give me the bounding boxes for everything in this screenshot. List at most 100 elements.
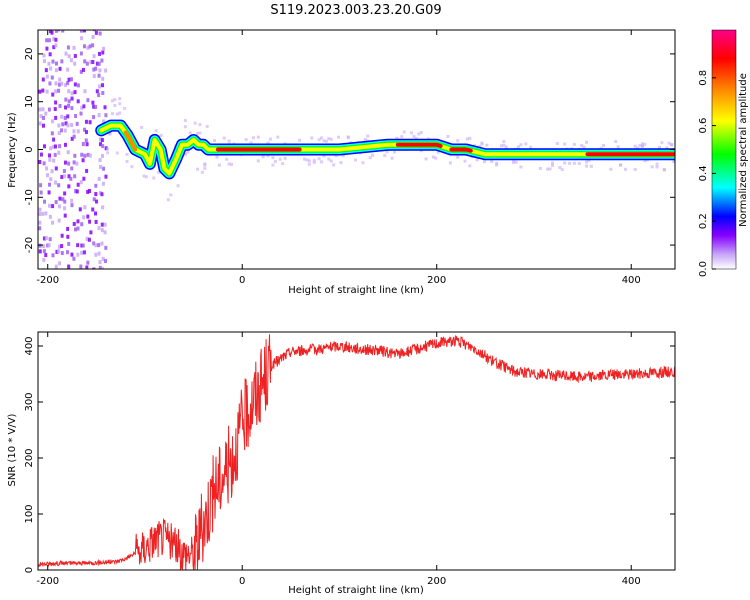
heatmap-cell xyxy=(303,157,307,161)
heatmap-cell xyxy=(78,207,82,212)
heatmap-cell xyxy=(44,236,48,241)
heatmap-cell xyxy=(86,45,90,50)
heatmap-cell xyxy=(48,203,52,208)
snr-frame xyxy=(37,331,676,571)
heatmap-cell xyxy=(49,177,53,182)
heatmap-cell xyxy=(47,107,51,112)
heatmap-cell xyxy=(92,54,96,59)
heatmap-cell xyxy=(66,226,70,231)
heatmap-cell xyxy=(64,121,68,126)
heatmap-cell xyxy=(100,83,104,88)
heatmap-cell xyxy=(70,198,74,203)
heatmap-cell xyxy=(41,211,45,216)
heatmap-cell xyxy=(113,98,117,102)
heatmap-cell xyxy=(64,105,68,110)
heatmap-cell xyxy=(38,121,42,126)
heatmap-cell xyxy=(76,182,80,187)
snr-y-ticks: 0 100 200 300 400 xyxy=(24,336,675,573)
spectrogram-y-ticks: -20 -10 0 10 20 xyxy=(24,48,675,253)
heatmap-cell xyxy=(169,193,173,197)
heatmap-cell xyxy=(76,243,80,248)
heatmap-cell xyxy=(97,226,101,231)
x-tick-label: 200 xyxy=(427,275,446,286)
heatmap-cell xyxy=(100,267,104,269)
heatmap-cell xyxy=(84,119,88,124)
heatmap-cell xyxy=(551,163,555,167)
heatmap-cell xyxy=(98,190,102,195)
heatmap-cell xyxy=(38,226,42,231)
heatmap-cell xyxy=(72,256,76,261)
heatmap-cell xyxy=(76,83,80,88)
heatmap-cell xyxy=(63,128,67,133)
heatmap-cell xyxy=(70,166,74,171)
heatmap-cell xyxy=(582,145,586,149)
heatmap-cell xyxy=(67,241,71,246)
y-tick-label: 200 xyxy=(24,448,35,467)
heatmap-cell xyxy=(51,204,55,209)
heatmap-cell xyxy=(546,167,550,171)
spectral-ridge-peak xyxy=(395,142,443,148)
heatmap-cell xyxy=(54,43,58,48)
heatmap-cell xyxy=(58,66,62,71)
heatmap-cell xyxy=(50,75,54,80)
heatmap-cell xyxy=(298,138,302,142)
heatmap-cell xyxy=(244,138,248,142)
heatmap-cell xyxy=(97,176,101,181)
heatmap-cell xyxy=(113,103,117,107)
heatmap-cell xyxy=(99,142,103,147)
heatmap-cell xyxy=(196,131,200,135)
heatmap-cell xyxy=(41,107,45,112)
heatmap-cell xyxy=(48,81,52,86)
heatmap-cell xyxy=(57,204,61,209)
heatmap-cell xyxy=(38,243,42,248)
heatmap-cell xyxy=(271,156,275,160)
heatmap-cell xyxy=(144,175,148,179)
heatmap-cell xyxy=(57,249,61,254)
heatmap-cell xyxy=(94,66,98,71)
heatmap-cell xyxy=(385,150,389,154)
heatmap-cell xyxy=(551,161,555,165)
heatmap-cell xyxy=(63,213,67,218)
heatmap-cell xyxy=(650,165,654,169)
snr-y-label: SNR (10 * V/V) xyxy=(7,413,18,486)
y-tick-label: 20 xyxy=(24,48,35,61)
heatmap-cell xyxy=(643,159,647,163)
heatmap-cell xyxy=(307,162,311,166)
x-tick-label: 200 xyxy=(427,576,446,587)
heatmap-cell xyxy=(104,245,108,250)
heatmap-cell xyxy=(67,77,71,82)
heatmap-cell xyxy=(414,136,418,140)
heatmap-cell xyxy=(82,104,86,109)
heatmap-cell xyxy=(58,144,62,149)
heatmap-cell xyxy=(54,264,58,269)
heatmap-cell xyxy=(225,157,229,161)
heatmap-cell xyxy=(80,105,84,110)
heatmap-cell xyxy=(456,155,460,159)
heatmap-cell xyxy=(118,97,122,101)
heatmap-cell xyxy=(103,105,107,110)
heatmap-cell xyxy=(76,226,80,231)
heatmap-cell xyxy=(203,166,207,170)
heatmap-cell xyxy=(61,122,65,127)
heatmap-cell xyxy=(48,214,52,219)
heatmap-cell xyxy=(92,74,96,79)
heatmap-cell xyxy=(41,123,45,128)
heatmap-cell xyxy=(73,82,77,87)
heatmap-cell xyxy=(585,140,589,144)
heatmap-cell xyxy=(324,139,328,143)
heatmap-cell xyxy=(104,174,108,179)
heatmap-cell xyxy=(409,131,413,135)
heatmap-cell xyxy=(97,251,101,256)
heatmap-cell xyxy=(51,119,55,124)
heatmap-cell xyxy=(100,192,104,197)
heatmap-cell xyxy=(63,206,67,211)
heatmap-cell xyxy=(79,111,83,116)
heatmap-cell xyxy=(57,131,61,136)
heatmap-cell xyxy=(317,157,321,161)
y-tick-label: 10 xyxy=(24,95,35,108)
heatmap-cell xyxy=(86,214,90,219)
heatmap-cell xyxy=(79,264,83,269)
heatmap-cell xyxy=(63,174,67,179)
heatmap-cell xyxy=(417,132,421,136)
